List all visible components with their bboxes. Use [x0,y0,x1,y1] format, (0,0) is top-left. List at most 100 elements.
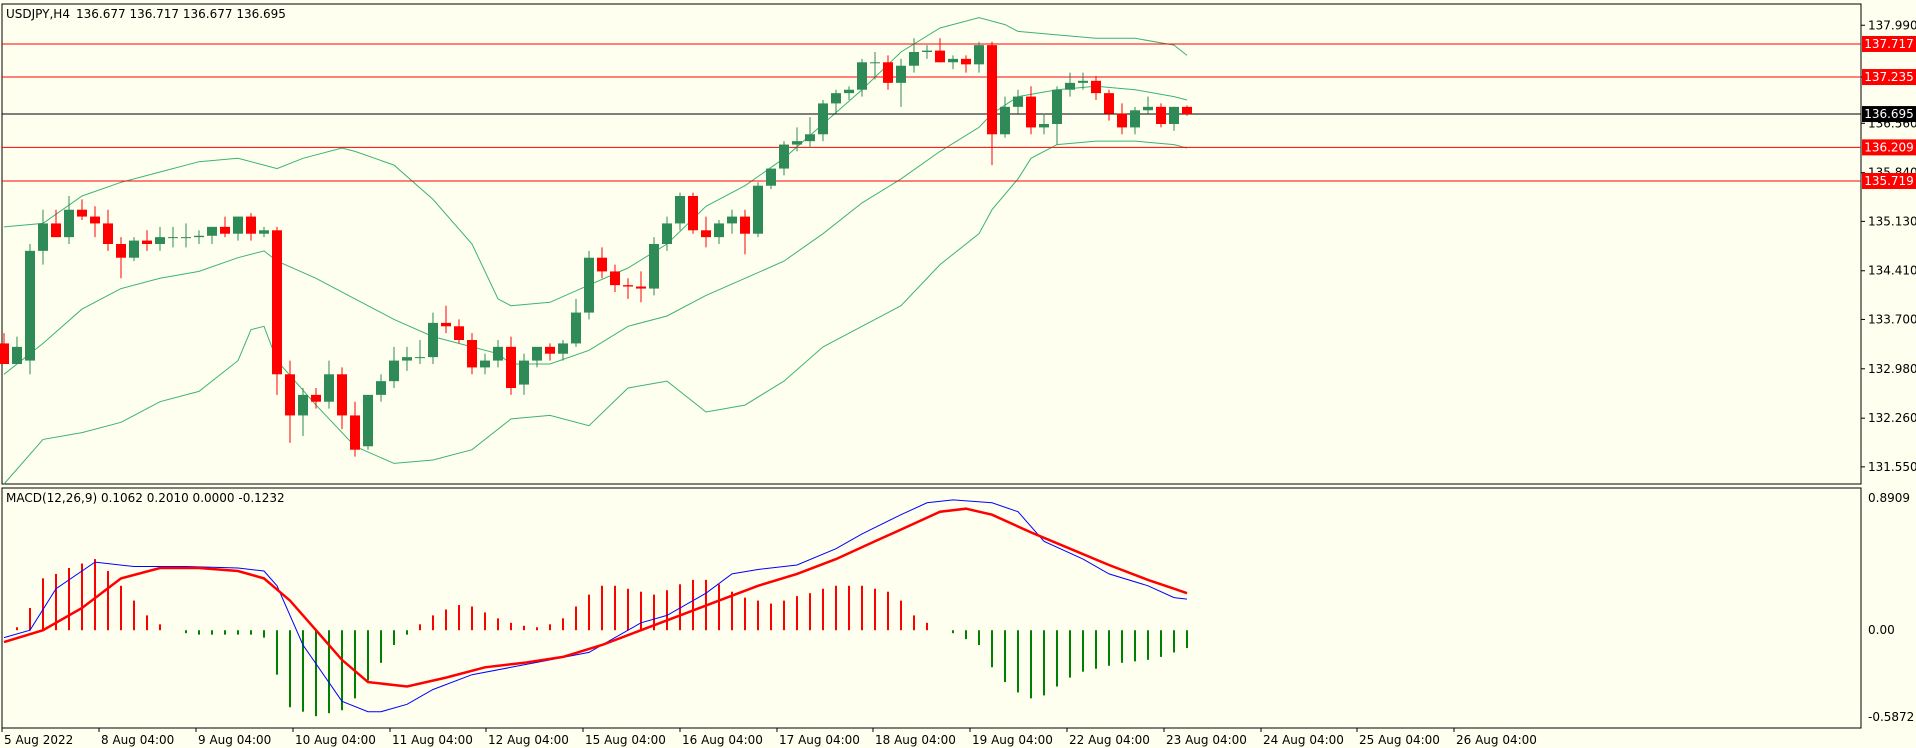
candle-body [1117,113,1127,128]
time-tick-label: 5 Aug 2022 [4,733,73,747]
level-label-box-0 [1862,35,1916,52]
candle-body [233,216,243,234]
candle-body [129,240,139,258]
candle-body [610,271,620,286]
candle-body [480,360,490,368]
candle-body [1065,82,1075,90]
macd-line [3,499,1188,713]
candle-body [1143,106,1153,111]
candle-body [974,45,984,65]
candle-body [1156,106,1166,124]
time-tick-label: 22 Aug 04:00 [1069,733,1150,747]
candle-body [1000,106,1010,135]
candle-body [1104,93,1114,114]
candle-body [298,394,308,416]
macd-tick-label: 0.00 [1868,623,1895,637]
candle-body [948,58,958,63]
candle-body [12,346,22,364]
time-tick-label: 19 Aug 04:00 [972,733,1053,747]
candle-body [818,103,828,135]
candle-body [753,185,763,234]
time-tick-label: 17 Aug 04:00 [779,733,860,747]
signal-line [3,507,1188,688]
candle-body [558,343,568,354]
candle-body [1130,110,1140,128]
candle-body [324,374,334,402]
time-tick-label: 24 Aug 04:00 [1263,733,1344,747]
candle-body [207,226,217,236]
macd-tick-label: 0.8909 [1868,491,1910,505]
candle-body [779,144,789,169]
band-upper-line [3,17,1188,307]
band-lower-line [3,140,1188,485]
candle-body [844,89,854,94]
candle-body [428,322,438,358]
price-tick-label: 137.990 [1868,18,1916,32]
price-tick-label: 135.130 [1868,214,1916,228]
time-tick-label: 8 Aug 04:00 [101,733,174,747]
price-tick-label: 131.550 [1868,460,1916,474]
macd-axis: 0.8909 0.00 -0.5872 [1868,491,1914,724]
candle-body [376,381,386,395]
time-tick-label: 18 Aug 04:00 [875,733,956,747]
candle-body [870,62,880,64]
price-tick-label: 132.260 [1868,411,1916,425]
candle-body [805,134,815,142]
candle-body [415,357,425,359]
candle-body [1026,96,1036,128]
candle-body [194,235,204,238]
candle-body [727,216,737,224]
candle-body [909,52,919,66]
level-label-box-1 [1862,69,1916,86]
level-label-box-2 [1862,139,1916,156]
candle-body [389,360,399,382]
level-labels: 137.717 137.235 136.209 135.719 136.695 [1862,35,1916,189]
candle-body [1052,89,1062,124]
candle-body [701,230,711,238]
candle-body [831,93,841,104]
candle-body [987,45,997,135]
level-label-4: 136.695 [1864,107,1914,121]
price-panel-frame [1,3,1862,485]
candle-body [532,346,542,361]
candle-body [103,223,113,244]
time-axis: 5 Aug 2022 8 Aug 04:00 9 Aug 04:00 10 Aug 0… [1,728,1537,747]
time-tick-label: 10 Aug 04:00 [295,733,376,747]
candle-body [181,237,191,239]
candle-body [246,216,256,234]
candle-body [636,286,646,289]
candle-body [584,257,594,313]
candle-body [259,230,269,234]
candle-body [740,216,750,234]
candle-body [961,58,971,65]
price-tick-label: 133.700 [1868,312,1916,326]
candle-body [142,240,152,244]
candle-body [155,237,165,244]
candle-body [1182,106,1192,115]
candle-body [519,360,529,385]
candle-body [1091,80,1101,94]
candle-body [311,394,321,402]
macd-histogram [16,559,1188,717]
candle-body [38,223,48,251]
level-lines [2,43,1861,182]
candle-body [766,168,776,186]
macd-tick-label: -0.5872 [1868,710,1914,724]
candle-body [168,237,178,239]
time-tick-label: 25 Aug 04:00 [1359,733,1440,747]
candle-body [454,326,464,340]
candle-body [922,50,932,52]
level-label-0: 137.717 [1864,37,1914,51]
candle-body [571,312,581,344]
candle-body [597,257,607,272]
time-tick-label: 12 Aug 04:00 [488,733,569,747]
candle-body [1169,106,1179,124]
candle-body [337,374,347,416]
candle-body [220,226,230,234]
level-label-box-3 [1862,172,1916,189]
candle-body [688,196,698,231]
time-tick-label: 11 Aug 04:00 [392,733,473,747]
time-tick-label: 15 Aug 04:00 [585,733,666,747]
